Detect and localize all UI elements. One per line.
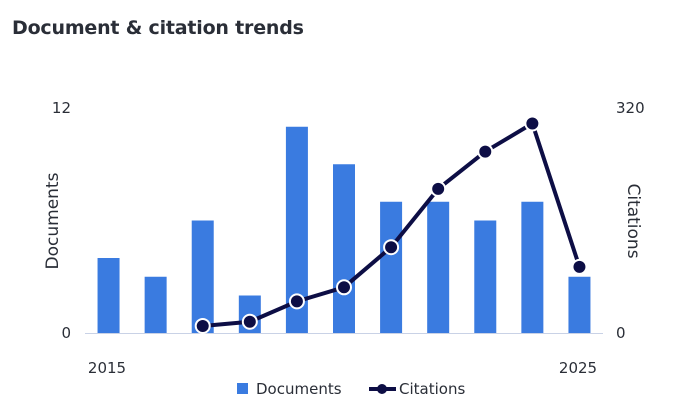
documents-bar-2024	[521, 201, 544, 333]
documents-bar-2015	[97, 258, 120, 333]
chart-title: Document & citation trends	[12, 17, 304, 39]
documents-bar-2023	[474, 220, 497, 333]
y-right-axis-title: Citations	[623, 183, 643, 258]
y-left-axis-title: Documents	[43, 172, 63, 269]
x-tick-first: 2015	[88, 359, 126, 377]
legend-documents-label: Documents	[256, 380, 342, 398]
legend-citations-label: Citations	[399, 380, 465, 398]
y-right-tick-min: 0	[616, 324, 626, 342]
documents-bar-2020	[333, 164, 355, 333]
y-left-tick-min: 0	[61, 324, 71, 342]
citations-point-2022	[430, 180, 447, 197]
citations-point-2025	[571, 258, 588, 275]
documents-bar-2016	[144, 276, 167, 333]
documents-bar-2021	[380, 201, 403, 333]
citations-point-2023	[477, 143, 494, 160]
citations-point-2021	[383, 239, 400, 256]
documents-bar-2022	[427, 201, 450, 333]
citations-point-2019	[288, 293, 305, 310]
citations-point-2024	[524, 115, 541, 132]
x-tick-last: 2025	[559, 359, 597, 377]
documents-bar-2017	[191, 220, 214, 333]
documents-bar-2025	[568, 276, 591, 333]
y-left-tick-max: 12	[52, 99, 71, 117]
y-right-tick-max: 320	[616, 99, 645, 117]
citations-point-2017	[194, 317, 211, 334]
legend-citations-marker	[377, 384, 387, 394]
citations-point-2018	[241, 313, 258, 330]
documents-bar-2019	[285, 126, 308, 333]
legend-documents-swatch	[237, 383, 248, 394]
citations-point-2020	[336, 279, 352, 296]
